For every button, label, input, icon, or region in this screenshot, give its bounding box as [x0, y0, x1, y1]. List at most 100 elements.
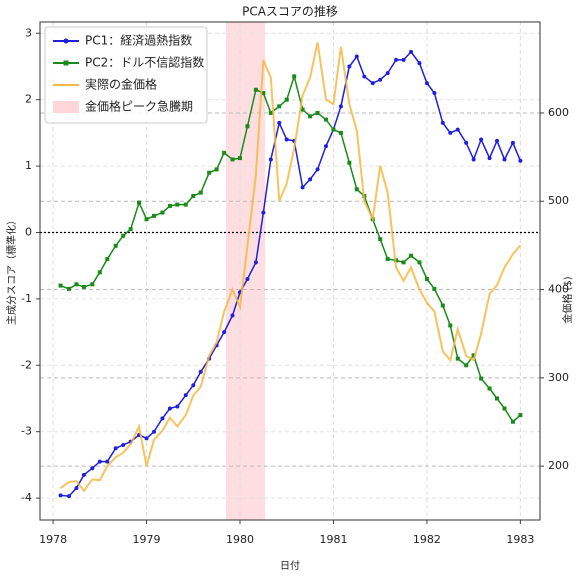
y-tick-label: -3: [21, 425, 32, 438]
x-tick-label: 1981: [319, 533, 347, 546]
point: [338, 130, 343, 135]
y2-tick-label: 300: [548, 371, 569, 384]
point: [315, 167, 320, 172]
shaded-span: [225, 22, 266, 520]
y-tick-label: -2: [21, 358, 32, 371]
point: [113, 243, 118, 248]
point: [370, 81, 375, 86]
point: [105, 257, 110, 262]
point: [261, 91, 266, 96]
point: [230, 157, 235, 162]
y-tick-label: -4: [21, 491, 32, 504]
point: [495, 396, 500, 401]
point: [448, 130, 453, 135]
point: [207, 170, 212, 175]
y2-tick-label: 500: [548, 194, 569, 207]
y2-tick-label: 200: [548, 459, 569, 472]
point: [354, 54, 359, 59]
point: [455, 127, 460, 132]
plot-frame: [39, 21, 541, 521]
point: [385, 71, 390, 76]
point: [510, 140, 515, 145]
point: [214, 167, 219, 172]
point: [308, 114, 313, 119]
point: [268, 110, 273, 115]
chart-title: PCAスコアの推移: [242, 5, 338, 19]
legend-label: PC1：経済過熱指数: [85, 33, 192, 48]
point: [66, 494, 71, 499]
point: [354, 187, 359, 192]
point: [518, 158, 523, 163]
point: [424, 81, 429, 86]
point: [245, 276, 250, 281]
point: [58, 283, 63, 288]
point: [198, 369, 203, 374]
point: [362, 74, 367, 79]
point: [347, 64, 352, 69]
point: [417, 61, 422, 66]
point: [440, 303, 445, 308]
point: [74, 282, 79, 287]
point: [502, 157, 507, 162]
point: [175, 404, 180, 409]
point: [464, 140, 469, 145]
point: [315, 110, 320, 115]
point: [323, 117, 328, 122]
point: [385, 257, 390, 262]
point: [152, 429, 157, 434]
y-tick-label: 3: [25, 26, 32, 39]
point: [175, 202, 180, 207]
point: [277, 120, 282, 125]
point: [183, 202, 188, 207]
point: [308, 177, 313, 182]
point: [144, 436, 149, 441]
point: [253, 260, 258, 265]
point: [338, 104, 343, 109]
point: [347, 160, 352, 165]
point: [121, 233, 126, 238]
legend-label: 金価格ピーク急騰期: [85, 99, 193, 114]
x-tick-label: 1978: [39, 533, 67, 546]
y-tick-label: -1: [21, 292, 32, 305]
point: [268, 157, 273, 162]
point: [378, 237, 383, 242]
point: [230, 313, 235, 318]
point: [464, 363, 469, 368]
point: [401, 260, 406, 265]
y2-tick-label: 600: [548, 106, 569, 119]
point: [455, 356, 460, 361]
point: [160, 210, 165, 215]
point: [160, 416, 165, 421]
point: [81, 472, 86, 477]
legend-label: 実際の金価格: [85, 77, 157, 92]
point: [198, 190, 203, 195]
x-tick-label: 1979: [133, 533, 161, 546]
point: [409, 253, 414, 258]
x-tick-label: 1980: [226, 533, 254, 546]
point: [471, 157, 476, 162]
x-tick-label: 1982: [413, 533, 441, 546]
legend-swatch: [53, 101, 79, 113]
y-axis-label: 主成分スコア（標準化）: [5, 215, 18, 325]
y2-axis-label: 金価格 ($): [561, 276, 574, 323]
point: [300, 185, 305, 190]
point: [487, 156, 492, 161]
point: [90, 282, 95, 287]
point: [74, 486, 79, 491]
point: [394, 57, 399, 62]
point: [518, 413, 523, 418]
point: [66, 286, 71, 291]
point: [167, 203, 172, 208]
legend-marker: [63, 60, 69, 66]
point: [292, 74, 297, 79]
y-tick-label: 2: [25, 93, 32, 106]
legend-label: PC2：ドル不信認指数: [85, 55, 204, 70]
x-tick-label: 1983: [506, 533, 534, 546]
point: [300, 107, 305, 112]
point: [167, 406, 172, 411]
point: [152, 213, 157, 218]
y2-tick-label: 400: [548, 283, 569, 296]
point: [401, 57, 406, 62]
series-line: [59, 42, 522, 493]
point: [183, 393, 188, 398]
